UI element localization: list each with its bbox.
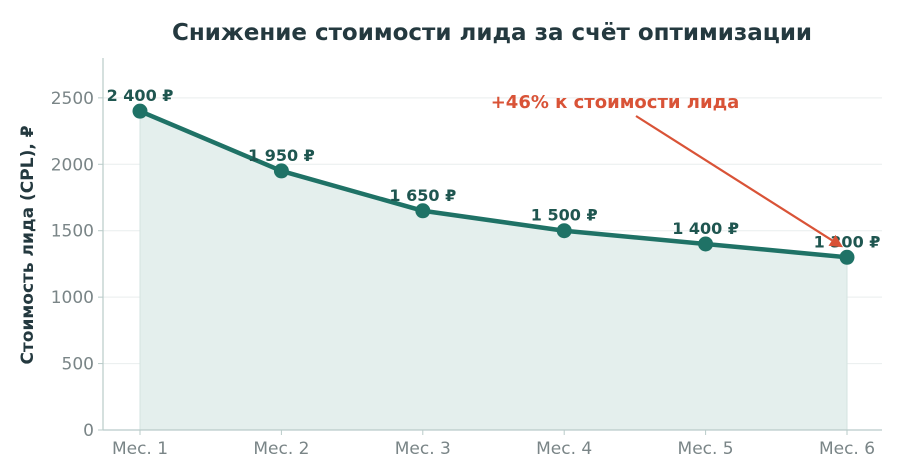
x-tick-label: Мес. 4 [536, 439, 592, 459]
x-tick-label: Мес. 5 [678, 439, 734, 459]
data-label: 1 500 ₽ [531, 206, 598, 225]
area-fill-layer [139, 111, 848, 431]
y-axis-label: Стоимость лида (CPL), ₽ [18, 125, 38, 364]
data-label: 1 400 ₽ [672, 219, 739, 238]
series-line [137, 108, 850, 260]
data-label: 1 650 ₽ [389, 186, 456, 205]
annotation-arrow [635, 115, 833, 242]
x-tick-label: Мес. 1 [112, 439, 168, 459]
data-points [132, 103, 855, 265]
y-tick-label: 2000 [51, 155, 94, 175]
y-tick-label: 1500 [51, 222, 94, 242]
data-point [556, 223, 572, 239]
data-labels: 2 400 ₽ 1 950 ₽ 1 650 ₽ 1 500 ₽ 1 400 ₽ 1 300… [107, 86, 881, 251]
x-tick-label: Мес. 2 [253, 439, 309, 459]
data-point [273, 163, 289, 179]
data-label: 2 400 ₽ [107, 86, 174, 105]
data-label: 1 300 ₽ [814, 232, 881, 251]
annotation: +46% к стоимости лида [491, 92, 843, 248]
data-point [415, 203, 431, 219]
x-tick-label: Мес. 3 [395, 439, 451, 459]
y-tick-label: 1000 [51, 288, 94, 308]
data-point [839, 249, 855, 265]
y-tick-label: 2500 [51, 89, 94, 109]
y-tick-label: 0 [83, 421, 94, 441]
data-label: 1 950 ₽ [248, 146, 315, 165]
series-line-layer [137, 108, 850, 260]
data-point [698, 236, 714, 252]
y-tick-label: 500 [62, 355, 94, 375]
axes: 0 500 1000 1500 2000 2500 Мес. 1 Мес. 2 Мес. 3 Ме… [51, 58, 882, 459]
annotation-arrowhead [828, 234, 843, 248]
x-tick-label: Мес. 6 [819, 439, 875, 459]
chart-title: Снижение стоимости лида за счёт оптимиза… [172, 20, 812, 46]
area-fill [140, 111, 847, 431]
annotation-text: +46% к стоимости лида [491, 92, 740, 113]
data-point [132, 103, 148, 119]
